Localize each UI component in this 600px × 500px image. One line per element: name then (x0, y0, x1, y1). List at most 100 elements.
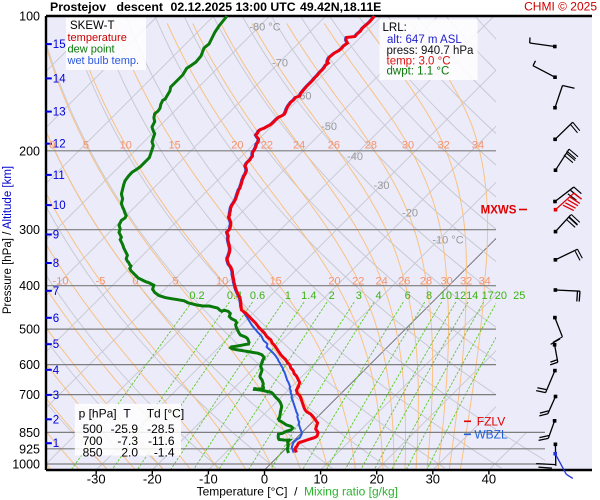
svg-text:1: 1 (53, 438, 59, 450)
svg-text:10: 10 (216, 276, 228, 288)
svg-text:SKEW-T: SKEW-T (70, 20, 115, 32)
svg-text:1.4: 1.4 (301, 290, 316, 302)
svg-text:0: 0 (132, 276, 138, 288)
svg-text:34: 34 (472, 140, 484, 152)
svg-text:-20: -20 (402, 208, 418, 220)
svg-text:8: 8 (426, 290, 432, 302)
svg-text:-70: -70 (272, 58, 288, 70)
svg-text:4: 4 (53, 365, 60, 377)
svg-text:30: 30 (440, 276, 452, 288)
svg-text:6: 6 (405, 290, 411, 302)
svg-text:925: 925 (19, 442, 40, 456)
svg-text:34: 34 (479, 276, 491, 288)
svg-text:300: 300 (19, 223, 40, 237)
svg-text:22: 22 (261, 140, 273, 152)
svg-text:32: 32 (437, 140, 449, 152)
svg-text:Td [°C]: Td [°C] (147, 407, 184, 421)
svg-text:2.0: 2.0 (121, 446, 138, 460)
svg-text:dew point: dew point (68, 44, 115, 56)
svg-text:wet bulb temp.: wet bulb temp. (67, 55, 140, 67)
svg-text:3: 3 (356, 290, 362, 302)
svg-text:0.2: 0.2 (189, 290, 204, 302)
svg-text:-28.5: -28.5 (147, 422, 175, 436)
svg-text:MXWS: MXWS (481, 205, 517, 217)
svg-text:-5: -5 (96, 276, 106, 288)
svg-text:49.42N,18.11E: 49.42N,18.11E (300, 0, 381, 14)
svg-text:12: 12 (454, 290, 466, 302)
svg-text:24: 24 (375, 276, 387, 288)
svg-text:-10: -10 (199, 472, 218, 487)
svg-text:700: 700 (83, 434, 103, 448)
svg-text:15: 15 (53, 39, 66, 51)
svg-text:alt: 647 m ASL: alt: 647 m ASL (387, 34, 462, 46)
svg-text:dwpt: 1.1 °C: dwpt: 1.1 °C (387, 66, 450, 78)
svg-text:22: 22 (352, 276, 364, 288)
svg-text:5: 5 (53, 339, 59, 351)
svg-text:600: 600 (19, 358, 40, 372)
svg-text:WBZL: WBZL (474, 428, 508, 442)
svg-text:-30: -30 (374, 180, 390, 192)
svg-text:10: 10 (53, 200, 66, 212)
svg-text:Temperature [°C] /: Temperature [°C] / (197, 485, 299, 499)
svg-text:-40: -40 (347, 151, 363, 163)
svg-text:20: 20 (328, 276, 340, 288)
svg-text:1000: 1000 (12, 458, 40, 472)
svg-text:LRL:: LRL: (383, 22, 407, 34)
svg-text:temperature: temperature (68, 32, 127, 44)
svg-text:02.12.2025 13:00 UTC: 02.12.2025 13:00 UTC (171, 0, 296, 14)
svg-text:6: 6 (53, 313, 59, 325)
svg-text:10: 10 (120, 140, 132, 152)
svg-text:700: 700 (19, 388, 40, 402)
svg-text:100: 100 (19, 10, 40, 24)
svg-text:24: 24 (293, 140, 305, 152)
svg-text:11: 11 (53, 170, 65, 182)
svg-text:17: 17 (482, 290, 494, 302)
svg-text:8: 8 (53, 258, 59, 270)
svg-text:850: 850 (83, 446, 103, 460)
svg-text:temp: 3.0 °C: temp: 3.0 °C (387, 56, 451, 68)
svg-text:descent: descent (117, 0, 163, 14)
svg-text:3: 3 (53, 390, 59, 402)
svg-text:32: 32 (460, 276, 472, 288)
svg-text:20: 20 (231, 140, 243, 152)
svg-text:14: 14 (466, 290, 478, 302)
svg-text:25: 25 (513, 290, 525, 302)
svg-text:30: 30 (402, 140, 414, 152)
svg-text:7: 7 (53, 286, 59, 298)
svg-text:5: 5 (172, 276, 178, 288)
svg-text:T: T (123, 407, 131, 421)
svg-text:20: 20 (369, 472, 383, 487)
svg-text:20: 20 (495, 290, 507, 302)
svg-text:15: 15 (168, 140, 180, 152)
svg-text:2: 2 (329, 290, 335, 302)
svg-text:2: 2 (53, 414, 59, 426)
svg-text:-50: -50 (321, 121, 337, 133)
svg-text:30: 30 (426, 472, 440, 487)
svg-text:26: 26 (398, 276, 410, 288)
svg-text:Pressure [hPa] / Altitude [k: Pressure [hPa] / Altitude [km] (2, 166, 14, 314)
svg-text:press: 940.7 hPa: press: 940.7 hPa (387, 45, 475, 57)
svg-text:13: 13 (53, 107, 66, 119)
svg-text:28: 28 (420, 276, 432, 288)
svg-text:10: 10 (313, 472, 327, 487)
svg-text:-20: -20 (143, 472, 162, 487)
svg-text:12: 12 (53, 139, 66, 151)
svg-text:-1.4: -1.4 (154, 446, 175, 460)
svg-text:26: 26 (328, 140, 340, 152)
svg-text:14: 14 (53, 73, 66, 85)
svg-text:400: 400 (19, 279, 40, 293)
svg-text:-80 °C: -80 °C (249, 22, 280, 34)
svg-text:FZLV: FZLV (477, 415, 505, 429)
svg-text:500: 500 (19, 323, 40, 337)
svg-text:200: 200 (19, 144, 40, 158)
svg-text:-7.3: -7.3 (117, 434, 138, 448)
svg-text:0.6: 0.6 (250, 290, 265, 302)
svg-text:-10 °C: -10 °C (432, 235, 463, 247)
svg-text:-25.9: -25.9 (111, 422, 139, 436)
svg-text:-10: -10 (53, 276, 69, 288)
svg-text:4: 4 (376, 290, 382, 302)
svg-text:Mixing ratio [g/kg]: Mixing ratio [g/kg] (304, 485, 398, 499)
svg-text:Prostejov: Prostejov (50, 0, 106, 14)
svg-text:0: 0 (261, 472, 268, 487)
svg-text:1: 1 (285, 290, 291, 302)
